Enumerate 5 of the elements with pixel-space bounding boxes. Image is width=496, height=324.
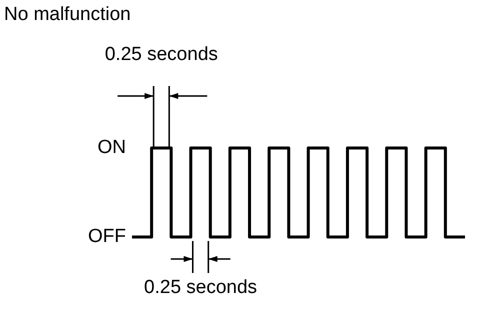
chart-title: No malfunction: [4, 4, 131, 26]
text: 0.25 seconds: [144, 277, 258, 299]
annotation: ON: [98, 137, 126, 159]
annotation: OFF: [88, 226, 126, 248]
text: 0.25 seconds: [104, 44, 218, 66]
